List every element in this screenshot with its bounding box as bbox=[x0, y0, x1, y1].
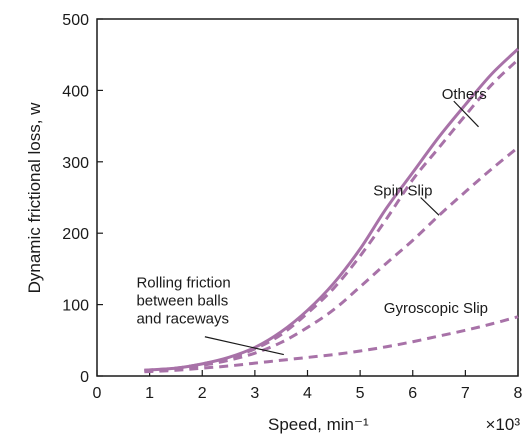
series-layer bbox=[144, 47, 520, 374]
y-tick-label: 100 bbox=[62, 298, 89, 315]
annotation-label: Others bbox=[442, 86, 487, 103]
y-tick-label: 500 bbox=[62, 12, 89, 29]
y-axis-title: Dynamic frictional loss, w bbox=[25, 102, 44, 294]
x-axis-multiplier: ×10³ bbox=[486, 415, 521, 434]
x-tick-label: 0 bbox=[93, 385, 102, 402]
x-axis-title: Speed, min⁻¹ bbox=[268, 415, 369, 434]
annotation-label: Rolling friction between balls and raceway… bbox=[136, 274, 230, 327]
annotations: Others Spin Slip Rolling friction between b… bbox=[136, 86, 488, 356]
x-tick-label: 3 bbox=[250, 385, 259, 402]
x-tick-label: 4 bbox=[303, 385, 312, 402]
x-tick-label: 1 bbox=[145, 385, 154, 402]
series-line-4 bbox=[144, 315, 519, 374]
x-tick-label: 2 bbox=[198, 385, 207, 402]
y-tick-label: 200 bbox=[62, 226, 89, 243]
x-tick-label: 8 bbox=[514, 385, 522, 402]
y-tick-label: 300 bbox=[62, 155, 89, 172]
x-tick-label: 5 bbox=[356, 385, 365, 402]
annotation-leader bbox=[420, 197, 440, 216]
annotation-leader bbox=[453, 100, 479, 128]
y-tick-label: 0 bbox=[80, 369, 89, 386]
annotation-label: Gyroscopic Slip bbox=[384, 300, 488, 317]
x-tick-label: 6 bbox=[408, 385, 417, 402]
annotation-label: Spin Slip bbox=[373, 182, 432, 199]
y-tick-label: 400 bbox=[62, 83, 89, 100]
series-line-3 bbox=[144, 146, 519, 373]
series-line-2 bbox=[144, 58, 520, 372]
annotation-leader bbox=[204, 336, 284, 356]
x-tick-label: 7 bbox=[461, 385, 470, 402]
axes: 0 1 2 3 4 5 6 7 8 0 100 200 300 400 500 bbox=[62, 12, 522, 402]
